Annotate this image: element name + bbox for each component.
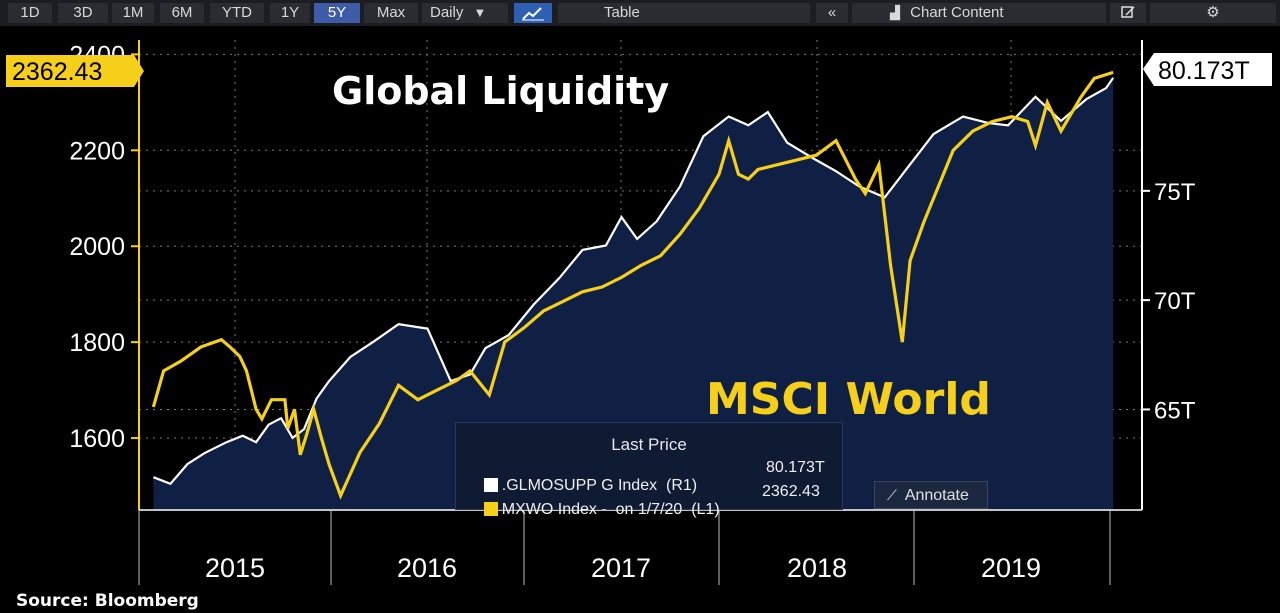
pencil-icon: ⟋ bbox=[887, 487, 897, 503]
range-5y-button[interactable]: 5Y bbox=[314, 3, 360, 23]
edit-icon[interactable] bbox=[1110, 3, 1146, 23]
chart-content-button[interactable]: ▟ Chart Content bbox=[852, 3, 1106, 23]
range-max-button[interactable]: Max bbox=[364, 3, 418, 23]
axes bbox=[138, 40, 1143, 585]
legend-row-msci: MXWO Index - on 1/7/20 (L1) bbox=[466, 483, 720, 537]
x-tick-label: 2018 bbox=[787, 553, 847, 583]
left-tick-label: 1800 bbox=[69, 329, 125, 357]
chart: 1600180020002200240065T70T75T20152016201… bbox=[0, 26, 1280, 593]
annotate-label: Annotate bbox=[904, 487, 969, 504]
chevron-down-icon: ▼ bbox=[473, 5, 487, 20]
right-tick-label: 70T bbox=[1154, 288, 1196, 315]
collapse-icon[interactable]: « bbox=[816, 3, 848, 23]
left-tick-label: 1600 bbox=[69, 425, 125, 453]
legend-header: Last Price bbox=[611, 435, 687, 454]
line-chart-icon[interactable] bbox=[514, 3, 552, 23]
toolbar: 1D 3D 1M 6M YTD 1Y 5Y Max Daily ▼ Table … bbox=[0, 0, 1280, 26]
left-last-value-tag: 2362.43 bbox=[6, 55, 144, 87]
annotate-button[interactable]: ⟋ Annotate bbox=[874, 481, 988, 509]
line-chart-glyph bbox=[522, 7, 544, 21]
x-tick-label: 2016 bbox=[397, 553, 457, 583]
settings-icon[interactable]: ⚙ bbox=[1150, 3, 1276, 23]
legend-value-liquidity: 80.173T bbox=[766, 459, 825, 476]
legend-label-msci: MXWO Index - on 1/7/20 (L1) bbox=[501, 501, 720, 518]
range-1y-button[interactable]: 1Y bbox=[270, 3, 310, 23]
legend-label-liquidity: .GLMOSUPP G Index (R1) bbox=[501, 477, 698, 494]
global-liquidity-title: Global Liquidity bbox=[332, 69, 669, 113]
legend: Last Price .GLMOSUPP G Index (R1) 80.173… bbox=[455, 422, 843, 518]
edit-glyph bbox=[1121, 6, 1135, 18]
x-tick-label: 2017 bbox=[591, 553, 651, 583]
legend-value-msci: 2362.43 bbox=[762, 483, 820, 500]
msci-world-title: MSCI World bbox=[706, 374, 991, 425]
x-tick-label: 2019 bbox=[981, 553, 1041, 583]
left-tick-label: 2200 bbox=[69, 137, 125, 165]
frequency-dropdown[interactable]: Daily ▼ bbox=[422, 3, 508, 23]
right-last-value: 80.173T bbox=[1158, 57, 1250, 85]
frequency-label: Daily bbox=[430, 4, 464, 21]
range-6m-button[interactable]: 6M bbox=[160, 3, 204, 23]
right-tick-label: 75T bbox=[1154, 179, 1196, 206]
tick-labels: 1600180020002200240065T70T75T20152016201… bbox=[69, 41, 1195, 583]
legend-swatch-yellow bbox=[483, 502, 498, 516]
x-tick-label: 2015 bbox=[205, 553, 265, 583]
global-liquidity-line bbox=[153, 77, 1115, 486]
legend-swatch-white bbox=[483, 478, 498, 492]
right-tick-label: 65T bbox=[1154, 397, 1196, 424]
right-last-value-tag: 80.173T bbox=[1143, 53, 1272, 86]
legend-row-liquidity: .GLMOSUPP G Index (R1) bbox=[466, 459, 697, 513]
chart-content-icon: ▟ bbox=[890, 5, 900, 20]
range-1m-button[interactable]: 1M bbox=[112, 3, 154, 23]
left-tick-label: 2000 bbox=[69, 233, 125, 261]
range-1d-button[interactable]: 1D bbox=[8, 3, 52, 23]
table-button[interactable]: Table bbox=[558, 3, 810, 23]
global-liquidity-area bbox=[153, 77, 1114, 511]
chart-content-label: Chart Content bbox=[910, 4, 1004, 21]
range-3d-button[interactable]: 3D bbox=[58, 3, 108, 23]
range-ytd-button[interactable]: YTD bbox=[210, 3, 264, 23]
msci-world-line bbox=[151, 70, 1114, 500]
left-last-value: 2362.43 bbox=[12, 58, 102, 86]
source-note: Source: Bloomberg bbox=[16, 591, 199, 611]
